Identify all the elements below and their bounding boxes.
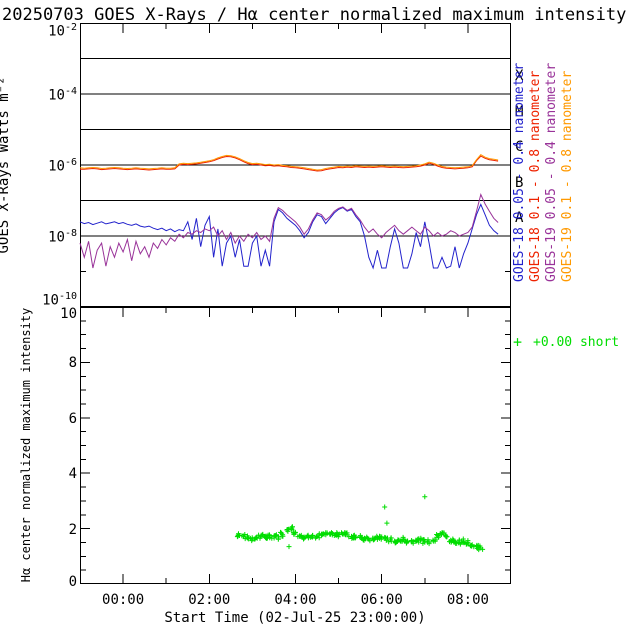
x-axis-title: Start Time (02-Jul-25 23:00:00) xyxy=(164,610,426,626)
x-tick-label: 08:00 xyxy=(446,592,489,608)
flare-class-letter: X xyxy=(515,68,524,85)
xray-legend-entry: GOES-18 0.1 - 0.8 nanometer xyxy=(528,70,543,282)
halpha-chart-area xyxy=(80,307,511,584)
xray-ytick-label: 10-10 xyxy=(42,291,77,309)
halpha-ytick-label: 4 xyxy=(68,466,77,482)
halpha-ytick-label: 6 xyxy=(68,411,77,427)
xray-legend-entry: GOES-19 0.05 - 0.4 nanometer xyxy=(544,62,559,282)
xray-ytick-label: 10-4 xyxy=(48,86,77,104)
xray-ytick-label: 10-2 xyxy=(48,22,77,40)
x-tick-label: 06:00 xyxy=(360,592,403,608)
plot-title: 20250703 GOES X-Rays / Hα center normali… xyxy=(2,5,627,25)
flare-class-letter: C xyxy=(515,139,524,156)
halpha-ytick-label: 0 xyxy=(68,574,77,590)
halpha-ytick-label: 8 xyxy=(68,355,77,371)
xray-legend-entry: GOES-19 0.1 - 0.8 nanometer xyxy=(560,70,575,282)
halpha-legend-marker: + xyxy=(513,333,523,351)
halpha-legend-label: +0.00 short xyxy=(533,335,620,350)
xray-y-axis-title: GOES X-Rays Watts m⁻² xyxy=(0,76,12,254)
flare-class-letter: B xyxy=(515,174,524,191)
halpha-ytick-label: 10 xyxy=(60,306,77,322)
x-tick-label: 04:00 xyxy=(274,592,317,608)
flare-class-letter: M xyxy=(515,103,524,120)
halpha-ytick-label: 2 xyxy=(68,522,77,538)
xray-ytick-label: 10-8 xyxy=(48,228,77,246)
halpha-y-axis-title: Hα center normalized maximum intensity xyxy=(19,307,33,583)
x-tick-label: 00:00 xyxy=(102,592,145,608)
xray-legend-entry: GOES-18 0.05 - 0.4 nanometer xyxy=(512,62,527,282)
xray-ytick-label: 10-6 xyxy=(48,157,77,175)
flare-class-letter: A xyxy=(515,210,524,227)
xray-chart-area xyxy=(79,23,511,307)
x-tick-label: 02:00 xyxy=(188,592,231,608)
